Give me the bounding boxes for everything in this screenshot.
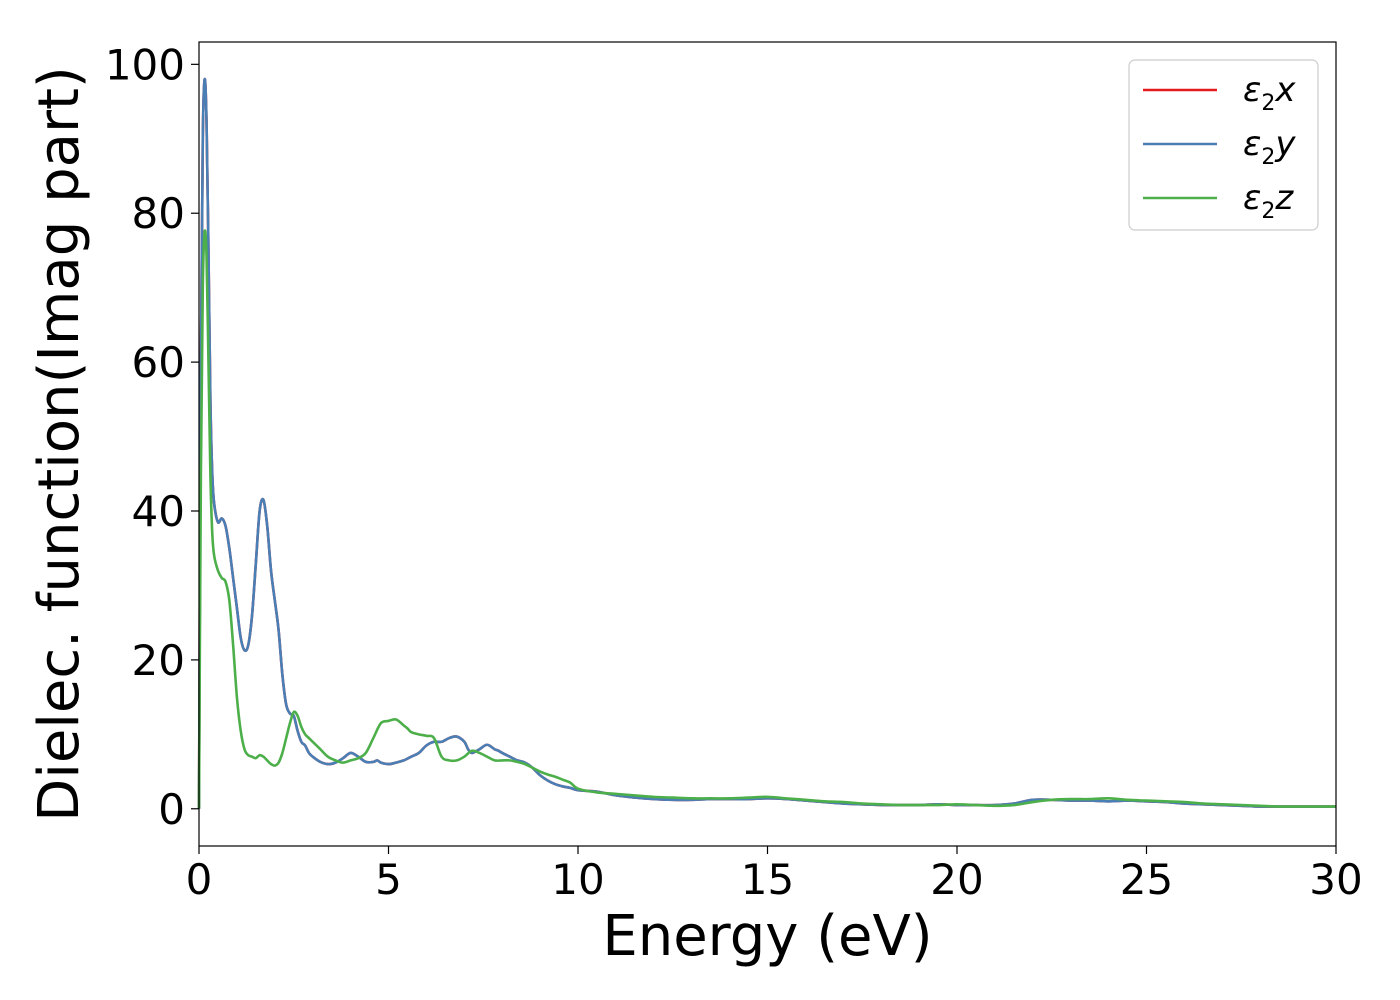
x-tick-label: 5	[375, 855, 402, 904]
y-tick-label: 20	[132, 636, 185, 685]
x-tick-label: 15	[741, 855, 794, 904]
legend-box	[1128, 59, 1319, 231]
x-tick-label: 20	[930, 855, 983, 904]
x-tick-label: 0	[186, 855, 213, 904]
y-tick-label: 80	[132, 189, 185, 238]
legend-label-z: ε2z	[1243, 178, 1294, 224]
y-tick-label: 40	[132, 487, 185, 536]
x-tick-label: 25	[1120, 855, 1173, 904]
legend-label-x: ε2x	[1243, 70, 1296, 116]
x-axis-label: Energy (eV)	[602, 904, 932, 969]
legend: ε2x ε2y ε2z	[1128, 59, 1319, 231]
x-tick-label: 10	[551, 855, 604, 904]
plot-lines	[197, 77, 1336, 809]
y-tick-label: 60	[132, 338, 185, 387]
x-tick-label: 30	[1309, 855, 1362, 904]
y-tick-label: 100	[105, 40, 185, 89]
y-tick-label: 0	[158, 785, 185, 834]
y-axis-label: Dielec. function(Imag part)	[27, 66, 92, 822]
series-line-z	[197, 229, 1336, 809]
x-axis-ticks: 0 5 10 15 20 25 30	[186, 846, 1363, 904]
legend-label-y: ε2y	[1243, 124, 1296, 170]
y-axis-ticks: 0 20 40 60 80 100	[105, 40, 199, 834]
